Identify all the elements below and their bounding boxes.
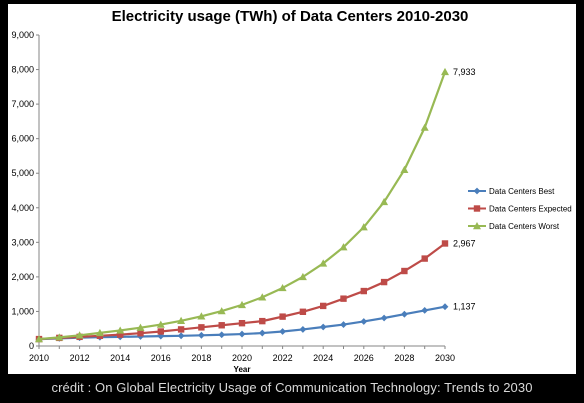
data-point bbox=[177, 326, 185, 333]
chart-panel: Electricity usage (TWh) of Data Centers … bbox=[8, 4, 576, 374]
data-point bbox=[421, 255, 428, 262]
y-tick-label: 6,000 bbox=[11, 134, 34, 144]
data-point bbox=[117, 331, 124, 338]
data-point bbox=[116, 326, 125, 334]
data-point bbox=[359, 223, 368, 231]
data-point bbox=[441, 303, 449, 311]
data-point bbox=[238, 300, 246, 309]
data-point bbox=[473, 222, 481, 230]
x-tick-label: 2012 bbox=[70, 353, 90, 363]
data-point bbox=[258, 293, 267, 301]
data-point bbox=[421, 307, 429, 314]
chart-title: Electricity usage (TWh) of Data Centers … bbox=[112, 8, 469, 25]
x-axis-title: Year bbox=[234, 365, 251, 374]
data-point bbox=[218, 322, 225, 329]
data-point bbox=[441, 240, 449, 247]
data-point bbox=[75, 331, 84, 339]
data-point bbox=[136, 323, 145, 331]
data-point bbox=[259, 317, 266, 325]
y-tick-label: 8,000 bbox=[11, 65, 34, 75]
x-tick-label: 2014 bbox=[110, 353, 130, 363]
data-point bbox=[473, 205, 481, 212]
x-tick-label: 2010 bbox=[29, 353, 49, 363]
end-value-label: 1,137 bbox=[453, 302, 476, 312]
legend-label: Data Centers Expected bbox=[489, 205, 572, 214]
data-point bbox=[319, 259, 328, 267]
data-point bbox=[238, 330, 246, 338]
x-tick-label: 2022 bbox=[273, 353, 293, 363]
data-point bbox=[177, 332, 185, 340]
credit-caption: crédit : On Global Electricity Usage of … bbox=[51, 380, 533, 395]
x-tick-label: 2020 bbox=[232, 353, 252, 363]
data-point bbox=[238, 319, 246, 327]
x-tick-label: 2030 bbox=[435, 353, 455, 363]
x-tick-label: 2028 bbox=[394, 353, 414, 363]
y-tick-label: 3,000 bbox=[11, 237, 34, 247]
data-point bbox=[197, 312, 206, 320]
data-point bbox=[319, 323, 327, 331]
data-point bbox=[380, 314, 388, 322]
end-value-label: 2,967 bbox=[453, 238, 476, 248]
data-point bbox=[258, 329, 266, 337]
end-labels: 1,137 2,967 7,933 bbox=[453, 67, 476, 312]
data-point bbox=[157, 332, 165, 340]
data-point bbox=[420, 123, 429, 131]
data-point bbox=[157, 328, 164, 335]
y-tick-label: 1,000 bbox=[11, 306, 34, 316]
data-point bbox=[298, 272, 307, 281]
data-point bbox=[35, 335, 43, 343]
data-point bbox=[339, 243, 348, 251]
legend-label: Data Centers Best bbox=[489, 187, 555, 196]
line-chart: Electricity usage (TWh) of Data Centers … bbox=[11, 8, 572, 374]
x-tick-label: 2026 bbox=[354, 353, 374, 363]
data-point bbox=[441, 67, 449, 76]
series-line bbox=[38, 71, 447, 341]
data-point bbox=[278, 283, 287, 292]
x-tick-label: 2024 bbox=[313, 353, 333, 363]
data-point bbox=[360, 318, 368, 325]
data-point bbox=[473, 187, 481, 195]
data-point bbox=[55, 333, 64, 341]
series-data-centers-expected bbox=[35, 240, 449, 343]
data-point bbox=[217, 307, 226, 315]
y-tick-label: 4,000 bbox=[11, 203, 34, 213]
x-tick-label: 2018 bbox=[191, 353, 211, 363]
data-point bbox=[320, 302, 327, 310]
data-point bbox=[401, 310, 408, 318]
data-point bbox=[95, 328, 104, 337]
y-tick-label: 7,000 bbox=[11, 99, 34, 109]
data-point bbox=[380, 278, 388, 286]
data-point bbox=[340, 321, 347, 328]
data-point bbox=[198, 324, 205, 331]
data-point bbox=[137, 330, 144, 337]
legend: Data Centers Best Data Centers Expected Da… bbox=[468, 187, 572, 231]
data-point bbox=[360, 287, 367, 295]
data-point bbox=[340, 295, 347, 302]
data-point bbox=[218, 331, 226, 339]
axes: 0 1,000 2,000 3,000 4,000 5,000 6,000 7,000 8,00… bbox=[11, 30, 455, 374]
legend-item: Data Centers Expected bbox=[468, 205, 572, 214]
data-point bbox=[299, 326, 307, 333]
legend-item: Data Centers Best bbox=[468, 187, 555, 196]
y-tick-label: 2,000 bbox=[11, 272, 34, 282]
y-tick-label: 0 bbox=[29, 341, 34, 351]
series-layer bbox=[35, 67, 449, 343]
data-point bbox=[177, 316, 186, 324]
data-point bbox=[279, 328, 286, 335]
data-point bbox=[279, 313, 286, 320]
series-data-centers-worst bbox=[35, 67, 449, 343]
end-value-label: 7,933 bbox=[453, 67, 476, 77]
y-tick-label: 9,000 bbox=[11, 30, 34, 40]
data-point bbox=[299, 308, 307, 315]
x-tick-label: 2016 bbox=[151, 353, 171, 363]
y-tick-label: 5,000 bbox=[11, 168, 34, 178]
data-point bbox=[380, 197, 389, 206]
data-point bbox=[401, 267, 408, 275]
data-point bbox=[156, 320, 165, 328]
legend-label: Data Centers Worst bbox=[489, 222, 560, 231]
legend-item: Data Centers Worst bbox=[468, 222, 560, 231]
data-point bbox=[198, 331, 205, 339]
data-point bbox=[400, 165, 409, 173]
